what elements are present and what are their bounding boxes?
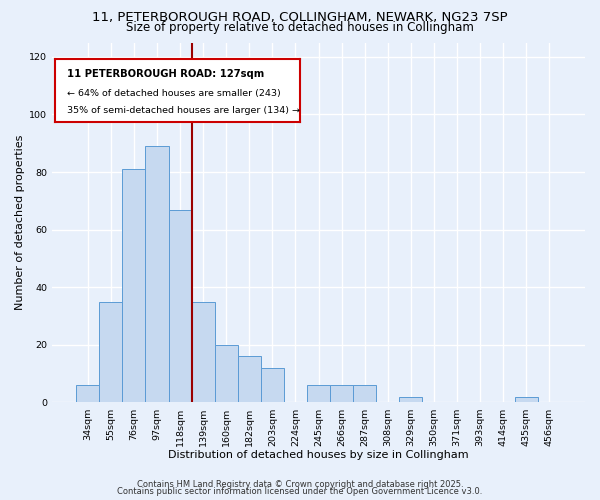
Bar — [307, 385, 330, 402]
Text: ← 64% of detached houses are smaller (243): ← 64% of detached houses are smaller (24… — [67, 89, 281, 98]
Bar — [238, 356, 261, 403]
Bar — [145, 146, 169, 403]
Bar — [100, 302, 122, 402]
Bar — [215, 345, 238, 403]
Text: Contains public sector information licensed under the Open Government Licence v3: Contains public sector information licen… — [118, 488, 482, 496]
Text: 11, PETERBOROUGH ROAD, COLLINGHAM, NEWARK, NG23 7SP: 11, PETERBOROUGH ROAD, COLLINGHAM, NEWAR… — [92, 11, 508, 24]
Bar — [353, 385, 376, 402]
Bar — [191, 302, 215, 402]
Text: 35% of semi-detached houses are larger (134) →: 35% of semi-detached houses are larger (… — [67, 106, 300, 115]
Text: Size of property relative to detached houses in Collingham: Size of property relative to detached ho… — [126, 22, 474, 35]
Bar — [76, 385, 100, 402]
Bar — [169, 210, 191, 402]
Bar — [515, 396, 538, 402]
Bar — [261, 368, 284, 402]
Text: 11 PETERBOROUGH ROAD: 127sqm: 11 PETERBOROUGH ROAD: 127sqm — [67, 70, 264, 80]
X-axis label: Distribution of detached houses by size in Collingham: Distribution of detached houses by size … — [168, 450, 469, 460]
Bar — [330, 385, 353, 402]
Bar — [399, 396, 422, 402]
Y-axis label: Number of detached properties: Number of detached properties — [15, 135, 25, 310]
Text: Contains HM Land Registry data © Crown copyright and database right 2025.: Contains HM Land Registry data © Crown c… — [137, 480, 463, 489]
Bar — [122, 169, 145, 402]
